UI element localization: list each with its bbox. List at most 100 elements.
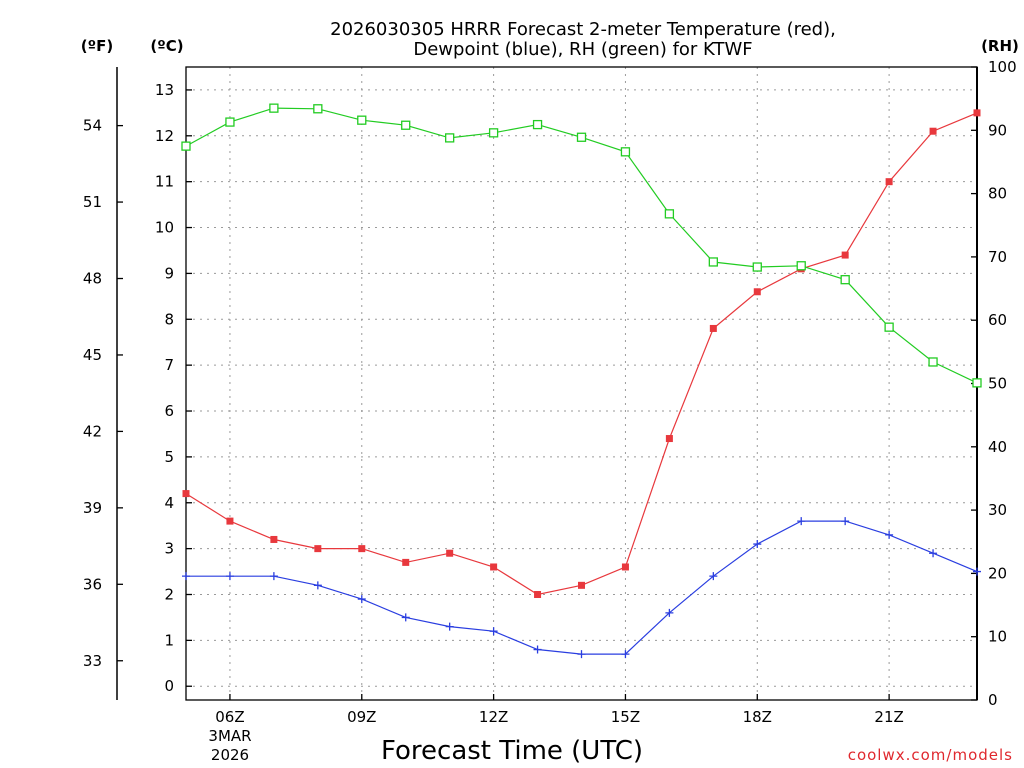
fahrenheit-tick-label: 48	[83, 270, 102, 288]
temperature-point	[578, 581, 585, 589]
rh-unit-label: (RH)	[981, 37, 1019, 55]
rh-series-line	[185, 107, 978, 384]
dewpoint-point	[885, 530, 894, 539]
rh-tick-label: 80	[988, 185, 1007, 203]
dewpoint-point	[269, 572, 278, 581]
x-tick-label: 18Z	[743, 708, 772, 726]
rh-point	[357, 115, 367, 125]
fahrenheit-tick-label: 45	[83, 346, 102, 364]
dewpoint-point	[621, 650, 630, 659]
rh-tick-label: 70	[988, 248, 1007, 266]
series-lines	[181, 103, 982, 659]
temperature-point	[226, 517, 234, 525]
temperature-point	[621, 563, 629, 571]
rh-tick-label: 0	[988, 691, 998, 709]
x-axis-label: Forecast Time (UTC)	[381, 736, 643, 766]
celsius-tick-label: 5	[164, 448, 174, 466]
axes: 3336394245485154012345678910111213010203…	[83, 58, 1017, 726]
rh-point	[576, 132, 587, 142]
temperature-point	[270, 535, 278, 543]
celsius-unit-label: (ºC)	[150, 37, 183, 55]
dewpoint-point	[445, 622, 454, 631]
date-label-year: 2026	[211, 746, 249, 764]
dewpoint-point	[753, 540, 762, 549]
dewpoint-point	[357, 595, 366, 604]
celsius-tick-label: 2	[164, 586, 174, 604]
temperature-series-line	[185, 112, 978, 596]
source-credit: coolwx.com/models	[848, 746, 1013, 764]
temperature-point	[358, 545, 366, 553]
rh-point	[313, 104, 323, 114]
grid	[186, 67, 977, 700]
temperature-point	[885, 178, 893, 186]
rh-point	[840, 275, 850, 285]
celsius-tick-label: 12	[155, 127, 174, 145]
temperature-point	[709, 324, 717, 332]
celsius-tick-label: 7	[164, 356, 174, 374]
dewpoint-point	[225, 572, 234, 581]
dewpoint-point	[973, 567, 981, 576]
plot-frame	[185, 66, 978, 701]
fahrenheit-unit-label: (ºF)	[81, 37, 113, 55]
celsius-tick-label: 10	[155, 219, 174, 237]
rh-point	[752, 262, 762, 272]
temperature-point	[841, 251, 849, 259]
x-tick-label: 09Z	[347, 708, 376, 726]
rh-tick-label: 100	[988, 58, 1017, 76]
rh-tick-label: 20	[988, 564, 1007, 582]
dewpoint-point	[533, 645, 542, 654]
rh-point	[488, 128, 499, 138]
celsius-tick-label: 11	[155, 173, 174, 191]
dewpoint-point	[182, 572, 190, 581]
fahrenheit-tick-label: 36	[83, 575, 102, 593]
dewpoint-point	[709, 572, 718, 581]
celsius-tick-label: 8	[164, 310, 174, 328]
rh-tick-label: 30	[988, 501, 1007, 519]
temperature-point	[534, 591, 542, 598]
dewpoint-point	[841, 517, 850, 526]
date-label-month: 3MAR	[208, 727, 251, 745]
temperature-point	[402, 558, 410, 566]
rh-point	[269, 103, 279, 113]
temperature-point	[753, 288, 761, 296]
temperature-point	[929, 127, 937, 135]
temperature-point	[446, 549, 454, 557]
rh-point	[445, 133, 455, 143]
x-tick-label: 21Z	[874, 708, 903, 726]
rh-tick-label: 40	[988, 438, 1007, 456]
rh-point	[401, 120, 411, 130]
rh-point	[532, 119, 543, 130]
celsius-tick-label: 1	[164, 631, 174, 649]
temperature-point	[973, 109, 981, 117]
rh-point	[972, 378, 982, 388]
celsius-tick-label: 4	[164, 494, 174, 512]
x-tick-label: 15Z	[611, 708, 640, 726]
dewpoint-point	[313, 581, 322, 590]
temperature-point	[182, 490, 190, 498]
fahrenheit-tick-label: 42	[83, 422, 102, 440]
rh-tick-label: 50	[988, 375, 1007, 393]
celsius-tick-label: 13	[155, 81, 174, 99]
rh-point	[884, 322, 894, 332]
celsius-tick-label: 3	[164, 540, 174, 558]
rh-point	[928, 357, 938, 367]
dewpoint-point	[401, 613, 410, 622]
x-tick-label: 06Z	[215, 708, 244, 726]
temperature-point	[490, 563, 498, 571]
dewpoint-point	[929, 549, 938, 558]
x-tick-label: 12Z	[479, 708, 508, 726]
fahrenheit-tick-label: 54	[83, 117, 102, 135]
rh-point	[796, 261, 806, 271]
celsius-tick-label: 9	[164, 264, 174, 282]
celsius-tick-label: 6	[164, 402, 174, 420]
fahrenheit-tick-label: 39	[83, 499, 102, 517]
rh-tick-label: 10	[988, 628, 1007, 646]
rh-point	[225, 117, 235, 127]
dewpoint-point	[665, 608, 674, 617]
rh-point	[181, 141, 191, 151]
dewpoint-point	[577, 650, 586, 659]
fahrenheit-tick-label: 51	[83, 193, 102, 211]
chart-title-line1: 2026030305 HRRR Forecast 2-meter Tempera…	[330, 19, 836, 40]
celsius-tick-label: 0	[164, 677, 174, 695]
